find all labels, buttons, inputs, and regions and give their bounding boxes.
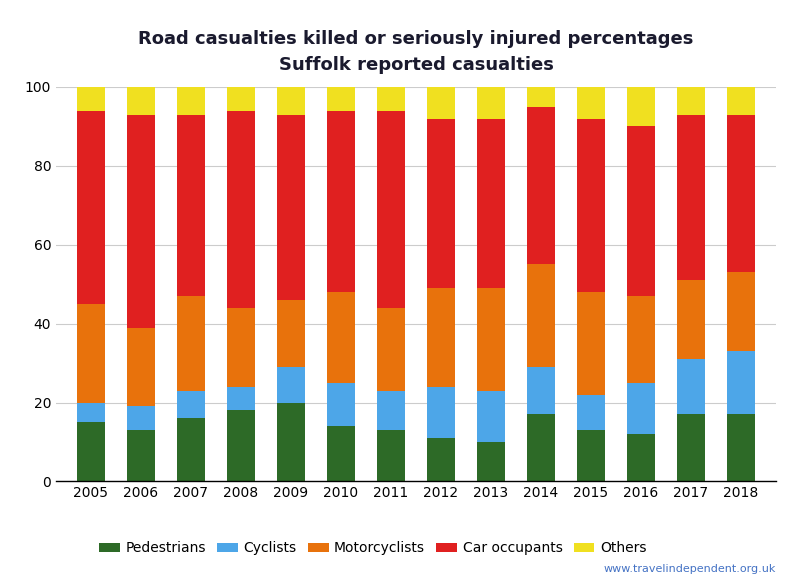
Bar (278, 115, 305, 300)
Bar (527, 87, 554, 107)
Bar (78, 422, 105, 481)
Bar (627, 126, 654, 296)
Bar (227, 111, 254, 308)
Bar (427, 438, 454, 481)
Bar (378, 87, 405, 111)
Bar (727, 273, 754, 351)
Bar (578, 430, 605, 481)
Bar (627, 87, 654, 126)
Bar (678, 414, 705, 481)
Bar (78, 87, 105, 111)
Bar (578, 394, 605, 430)
Bar (378, 391, 405, 430)
Bar (178, 87, 205, 115)
Bar (478, 442, 505, 481)
Bar (578, 118, 605, 292)
Bar (278, 87, 305, 115)
Bar (78, 111, 105, 304)
Bar (678, 359, 705, 414)
Bar (427, 118, 454, 288)
Bar (378, 111, 405, 308)
Bar (678, 87, 705, 115)
Bar (78, 403, 105, 422)
Bar (227, 387, 254, 411)
Bar (578, 292, 605, 394)
Bar (278, 403, 305, 481)
Bar (527, 107, 554, 264)
Bar (678, 280, 705, 359)
Bar (478, 391, 505, 442)
Bar (127, 407, 154, 430)
Bar (227, 87, 254, 111)
Bar (727, 351, 754, 414)
Bar (327, 383, 354, 426)
Bar (327, 87, 354, 111)
Bar (127, 328, 154, 407)
Bar (727, 115, 754, 273)
Bar (78, 304, 105, 403)
Bar (478, 87, 505, 118)
Bar (327, 292, 354, 383)
Bar (427, 87, 454, 118)
Bar (727, 414, 754, 481)
Title: Road casualties killed or seriously injured percentages
Suffolk reported casualt: Road casualties killed or seriously inju… (138, 30, 694, 74)
Bar (478, 288, 505, 391)
Bar (278, 367, 305, 403)
Bar (627, 383, 654, 434)
Bar (427, 288, 454, 387)
Bar (327, 111, 354, 292)
Bar (327, 426, 354, 481)
Bar (178, 418, 205, 481)
Bar (127, 87, 154, 115)
Text: www.travelindependent.org.uk: www.travelindependent.org.uk (604, 564, 776, 574)
Bar (378, 430, 405, 481)
Bar (627, 434, 654, 481)
Bar (627, 296, 654, 383)
Bar (578, 87, 605, 118)
Bar (278, 300, 305, 367)
Bar (178, 115, 205, 296)
Legend: Pedestrians, Cyclists, Motorcyclists, Car occupants, Others: Pedestrians, Cyclists, Motorcyclists, Ca… (94, 536, 652, 561)
Bar (427, 387, 454, 438)
Bar (527, 264, 554, 367)
Bar (127, 430, 154, 481)
Bar (678, 115, 705, 280)
Bar (478, 118, 505, 288)
Bar (227, 411, 254, 481)
Bar (527, 367, 554, 414)
Bar (378, 308, 405, 391)
Bar (127, 115, 154, 328)
Bar (178, 296, 205, 391)
Bar (178, 391, 205, 418)
Bar (227, 308, 254, 387)
Bar (727, 87, 754, 115)
Bar (527, 414, 554, 481)
